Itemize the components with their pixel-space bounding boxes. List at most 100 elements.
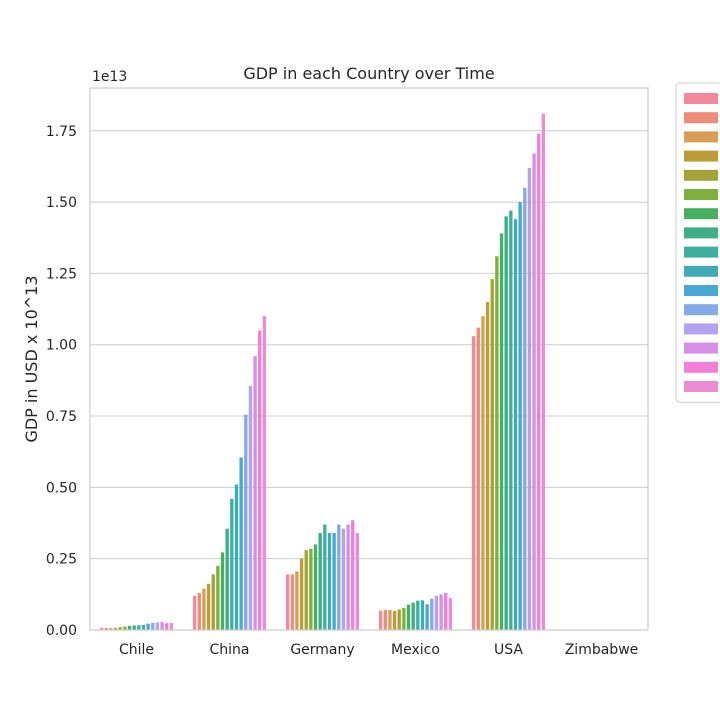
bar-germany-11 [332,533,336,630]
bar-china-9 [230,498,234,630]
bar-mexico-6 [402,608,406,630]
legend-swatch-16 [684,381,718,392]
legend-swatch-1 [684,93,718,104]
chart-title: GDP in each Country over Time [243,64,494,83]
bar-usa-5 [490,279,494,630]
bar-mexico-14 [439,594,443,630]
bar-usa-1 [471,336,476,630]
bar-china-8 [225,528,229,630]
y-tick-label: 0.50 [46,480,77,496]
legend-swatch-11 [684,285,718,296]
bar-china-11 [239,457,243,630]
bar-mexico-12 [430,598,434,630]
bar-china-7 [220,552,225,630]
legend-swatch-4 [684,150,718,162]
x-tick-label-germany: Germany [290,642,354,658]
bar-usa-7 [499,233,504,631]
bars [99,113,639,631]
y-tick-label: 0.25 [46,552,77,568]
bar-germany-13 [341,528,346,630]
bar-mexico-10 [420,600,425,630]
bar-mexico-11 [425,604,429,630]
bar-mexico-3 [388,610,392,630]
bar-usa-8 [504,216,508,631]
bar-chile-2 [104,628,108,630]
bar-germany-8 [318,533,322,630]
x-tick-labels: Chile China Germany Mexico USA Zimbabwe [119,642,638,658]
legend-frame [675,82,720,403]
bar-usa-15 [537,133,541,631]
bar-china-4 [206,583,211,630]
bar-chile-15 [165,623,169,630]
legend-swatch-12 [684,304,718,316]
bar-germany-2 [290,574,294,630]
bar-china-15 [258,330,262,630]
bar-mexico-13 [434,595,439,630]
x-tick-label-zimbabwe: Zimbabwe [565,642,639,658]
bar-germany-3 [295,571,299,630]
grid-lines [90,130,648,560]
bar-mexico-5 [397,609,401,630]
bar-chile-4 [113,627,118,630]
legend-swatch-7 [684,208,718,220]
bar-china-10 [234,484,239,630]
bar-usa-9 [509,210,513,631]
bar-usa-2 [476,327,480,630]
legend-swatch-3 [684,131,718,143]
x-tick-label-chile: Chile [119,642,154,658]
bar-mexico-4 [392,610,397,630]
legend-swatch-15 [684,361,718,373]
bar-usa-3 [481,316,485,630]
bar-germany-1 [285,574,290,630]
bar-usa-16 [541,113,546,630]
bar-china-16 [262,316,267,630]
bar-germany-10 [327,533,332,630]
bar-germany-15 [351,520,355,630]
plot-frame [89,87,649,631]
bar-chile-1 [99,627,104,630]
bar-mexico-2 [383,609,387,630]
bar-chile-8 [132,625,136,630]
bar-china-13 [248,386,253,630]
y-offset-label: 1e13 [92,69,127,85]
bar-chile-13 [155,622,160,630]
y-tick-labels: 0.00 0.25 0.50 0.75 1.00 1.25 1.50 1.75 [46,124,77,639]
legend-swatch-2 [684,112,718,124]
bar-china-2 [197,592,201,630]
legend-swatch-9 [684,246,718,258]
x-tick-label-china: China [210,642,250,658]
bar-chile-7 [127,625,132,630]
bar-germany-12 [337,524,341,630]
bar-chile-9 [137,625,141,630]
bar-germany-14 [346,524,350,630]
y-axis-label: GDP in USD x 10^13 [22,275,41,442]
y-tick-label: 1.50 [46,195,77,211]
bar-mexico-1 [378,610,383,630]
bar-germany-9 [323,524,327,630]
bar-mexico-9 [416,600,420,630]
legend-swatch-13 [684,323,718,335]
bar-chile-3 [109,628,113,630]
bar-germany-16 [355,533,360,630]
bar-usa-14 [532,153,536,630]
bar-germany-5 [304,550,308,630]
bar-china-3 [202,588,206,630]
bar-mexico-16 [448,598,453,630]
bar-chile-5 [118,627,122,630]
bar-chile-6 [123,626,127,630]
bar-germany-6 [309,548,313,630]
y-tick-label: 1.00 [46,338,77,354]
bar-mexico-8 [411,602,415,630]
bar-chile-16 [169,623,174,630]
bar-chile-14 [160,622,164,630]
legend-swatch-14 [684,342,718,354]
bar-germany-4 [299,558,304,630]
legend-swatch-8 [684,227,718,239]
bar-chile-10 [141,625,146,630]
y-tick-label: 0.00 [46,623,77,639]
legend-swatch-5 [684,169,718,181]
bar-china-12 [244,414,248,630]
bar-usa-10 [513,219,518,630]
bar-chile-12 [151,622,155,630]
legend-swatch-10 [684,265,718,277]
